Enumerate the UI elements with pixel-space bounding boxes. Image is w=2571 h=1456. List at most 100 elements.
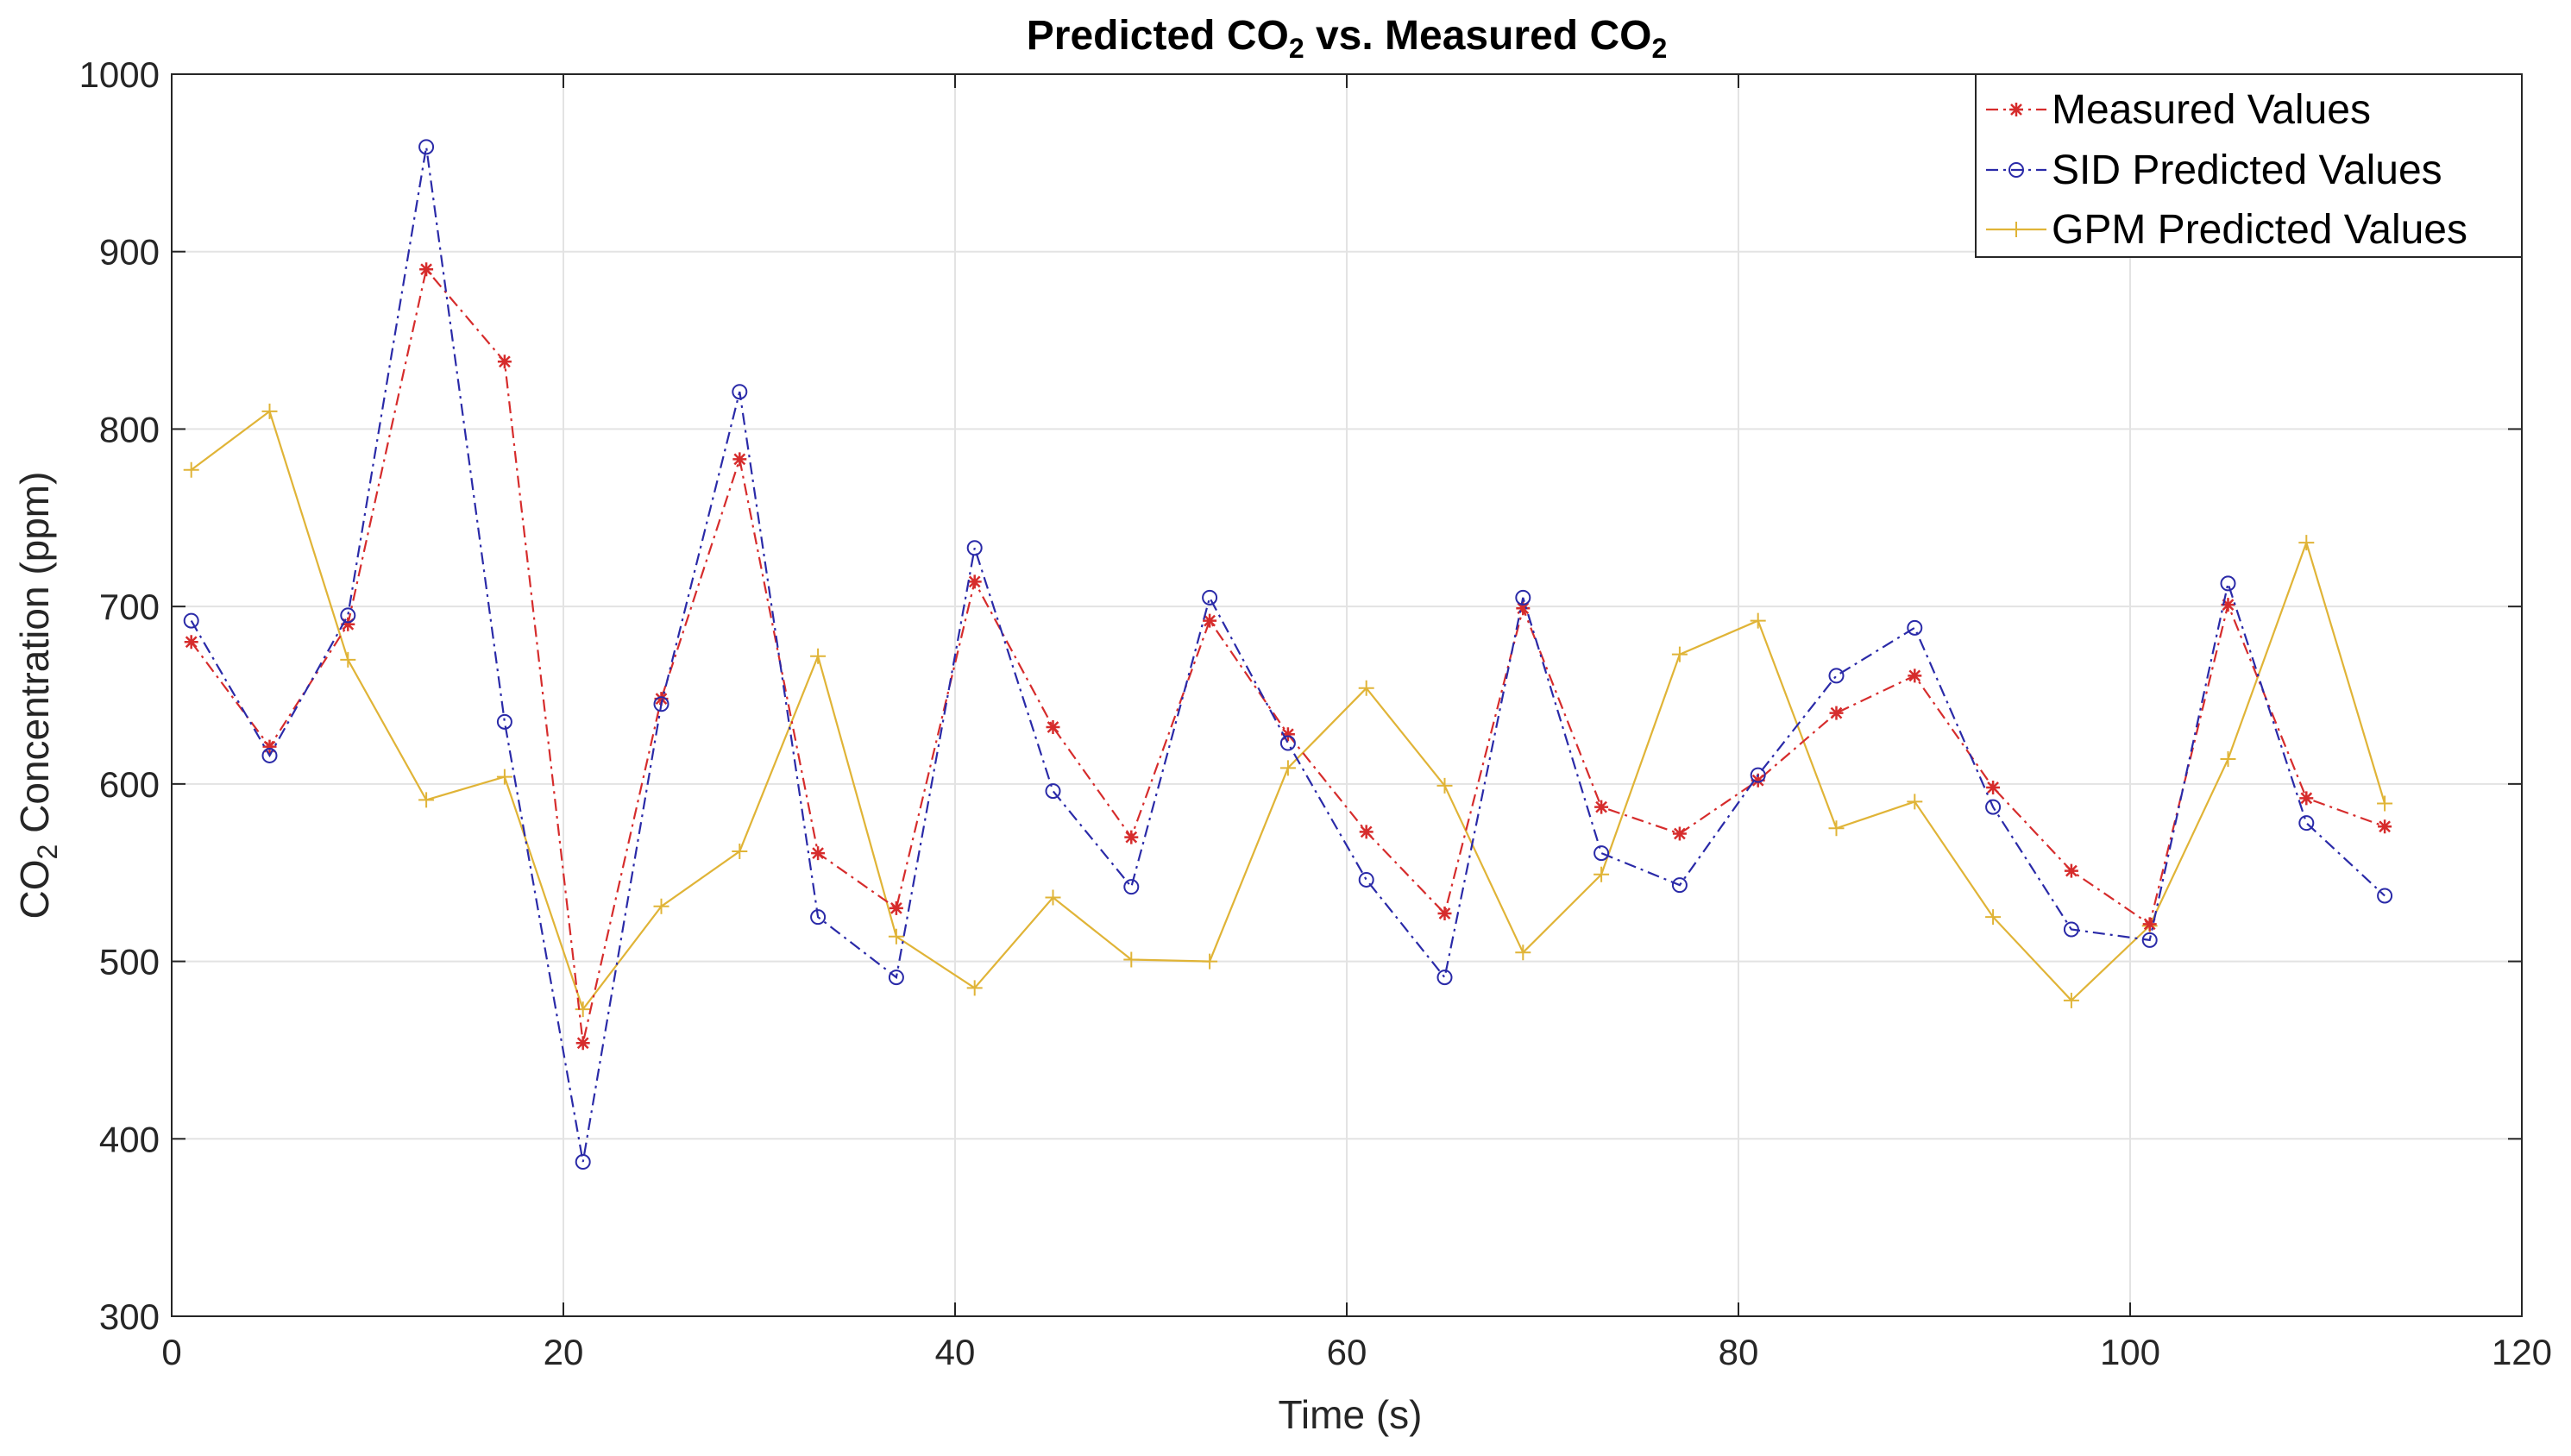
data-point-measured-values [1908, 668, 1922, 683]
y-tick-label: 700 [99, 587, 160, 627]
data-point-sid-predicted-values [888, 970, 904, 986]
data-point-sid-predicted-values [2141, 932, 2158, 948]
data-point-gpm-predicted-values [1515, 945, 1531, 961]
data-point-sid-predicted-values [810, 909, 827, 926]
y-axis-label: CO2 Concentration (ppm) [12, 472, 63, 919]
data-point-sid-predicted-values [418, 139, 435, 155]
data-point-gpm-predicted-values [1671, 646, 1688, 662]
legend-marker-measured-values [2009, 103, 2023, 116]
data-point-gpm-predicted-values [418, 792, 435, 808]
data-point-gpm-predicted-values [1123, 951, 1140, 968]
data-point-measured-values [654, 692, 669, 706]
data-point-measured-values [811, 846, 826, 861]
data-point-measured-values [1359, 825, 1374, 839]
data-point-sid-predicted-values [183, 612, 199, 629]
data-point-measured-values [184, 635, 198, 650]
data-point-sid-predicted-values [1907, 619, 1923, 636]
y-tick-label: 900 [99, 232, 160, 273]
y-tick-label: 600 [99, 764, 160, 805]
x-tick-label: 20 [544, 1332, 584, 1372]
data-point-sid-predicted-values [1202, 589, 1218, 606]
data-point-gpm-predicted-values [810, 648, 827, 664]
data-point-sid-predicted-values [1828, 668, 1845, 684]
data-point-sid-predicted-values [1123, 879, 1140, 895]
legend-label-gpm-predicted-values: GPM Predicted Values [2052, 207, 2467, 253]
y-tick-label: 800 [99, 409, 160, 449]
series-layer [183, 139, 2393, 1170]
data-point-sid-predicted-values [2298, 815, 2315, 832]
x-tick-label: 40 [935, 1332, 976, 1372]
data-point-gpm-predicted-values [575, 1001, 591, 1018]
data-point-sid-predicted-values [2063, 921, 2079, 938]
data-point-sid-predicted-values [496, 713, 512, 730]
data-point-measured-values [1203, 613, 1217, 628]
data-point-measured-values [1986, 780, 2001, 794]
x-axis-label: Time (s) [1279, 1392, 1423, 1437]
y-tick-label: 300 [99, 1296, 160, 1337]
data-point-gpm-predicted-values [653, 898, 669, 914]
data-point-sid-predicted-values [653, 696, 669, 712]
data-point-gpm-predicted-values [1985, 909, 2002, 926]
data-point-sid-predicted-values [1985, 799, 2002, 815]
data-point-sid-predicted-values [575, 1154, 591, 1170]
series-line-sid-predicted-values [190, 147, 2386, 1163]
data-point-gpm-predicted-values [496, 769, 512, 785]
data-point-measured-values [1751, 773, 1765, 788]
data-point-sid-predicted-values [1515, 589, 1531, 606]
data-point-sid-predicted-values [1671, 877, 1688, 894]
data-point-sid-predicted-values [1358, 871, 1374, 888]
data-point-sid-predicted-values [1750, 767, 1766, 783]
data-point-sid-predicted-values [732, 384, 748, 400]
data-point-measured-values [2299, 791, 2314, 806]
data-point-gpm-predicted-values [1907, 794, 1923, 810]
data-point-gpm-predicted-values [261, 403, 278, 419]
data-point-measured-values [341, 617, 355, 631]
data-point-gpm-predicted-values [1279, 760, 1296, 776]
x-tick-label: 120 [2492, 1332, 2552, 1372]
chart-title: Predicted CO2 vs. Measured CO2 [1027, 13, 1668, 64]
legend-marker-gpm-predicted-values [2008, 222, 2024, 237]
legend: Measured Values SID Predicted Values GPM P… [1975, 73, 2523, 258]
data-point-measured-values [2142, 917, 2157, 932]
data-point-gpm-predicted-values [1202, 953, 1218, 970]
y-tick-label: 1000 [79, 54, 160, 95]
x-tick-label: 0 [161, 1332, 181, 1372]
data-point-sid-predicted-values [1594, 845, 1610, 862]
data-point-measured-values [732, 452, 747, 467]
data-point-gpm-predicted-values [2220, 751, 2236, 768]
data-point-measured-values [967, 574, 982, 589]
data-point-sid-predicted-values [966, 540, 983, 556]
series-measured-values [184, 262, 2392, 1051]
data-point-measured-values [2221, 598, 2235, 612]
data-point-gpm-predicted-values [340, 651, 356, 668]
series-gpm-predicted-values [183, 403, 2393, 1018]
data-point-gpm-predicted-values [888, 928, 904, 945]
data-point-measured-values [497, 355, 512, 369]
data-point-sid-predicted-values [1279, 735, 1296, 751]
data-point-sid-predicted-values [1436, 970, 1453, 986]
data-point-measured-values [1829, 706, 1844, 720]
series-sid-predicted-values [183, 139, 2393, 1170]
data-point-measured-values [1280, 727, 1295, 742]
data-point-gpm-predicted-values [183, 461, 199, 478]
data-point-sid-predicted-values [2377, 888, 2393, 904]
data-point-measured-values [889, 901, 903, 915]
data-point-gpm-predicted-values [2063, 992, 2079, 1008]
data-point-measured-values [1046, 720, 1060, 735]
data-point-sid-predicted-values [1045, 783, 1061, 800]
data-point-measured-values [1594, 800, 1609, 814]
data-point-measured-values [2064, 863, 2078, 878]
data-point-gpm-predicted-values [1750, 612, 1766, 629]
data-point-measured-values [262, 739, 277, 754]
data-point-measured-values [1516, 601, 1531, 616]
y-tick-label: 500 [99, 942, 160, 982]
y-tick-label: 400 [99, 1119, 160, 1159]
data-point-measured-values [575, 1036, 590, 1051]
data-point-measured-values [1124, 830, 1139, 844]
x-tick-label: 80 [1719, 1332, 1759, 1372]
data-point-gpm-predicted-values [1594, 866, 1610, 882]
data-point-measured-values [419, 262, 434, 277]
tick-labels: 0 20 40 60 80 100 120 300 400 500 600 700 800 900 1000 [79, 54, 2552, 1372]
x-tick-label: 60 [1327, 1332, 1367, 1372]
